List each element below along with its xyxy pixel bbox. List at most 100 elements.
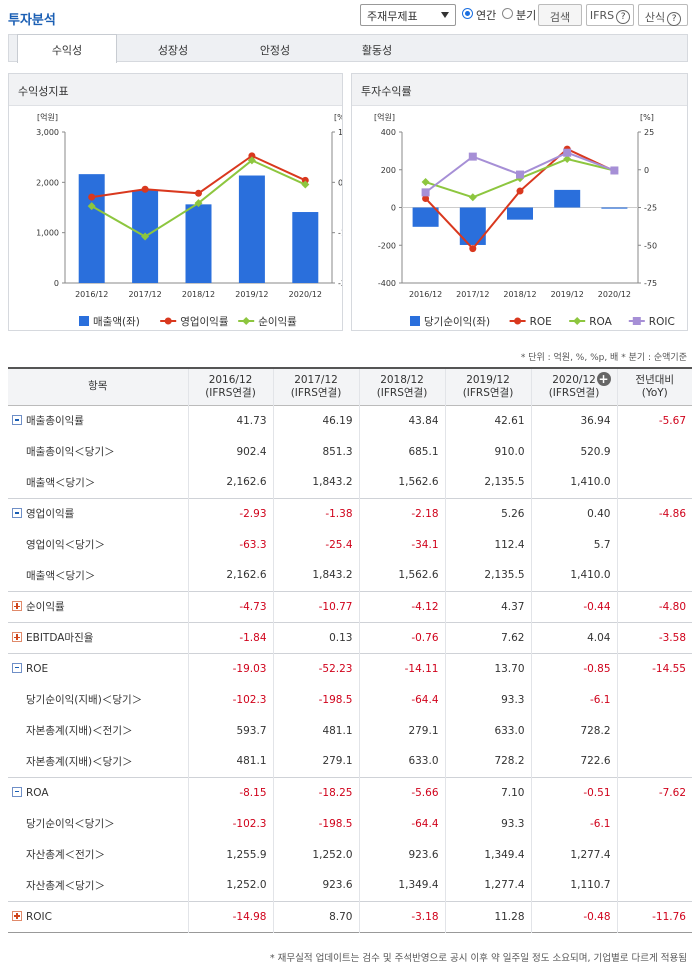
left-tick-label: 200 xyxy=(381,166,396,175)
table-cell: 910.0 xyxy=(444,436,531,467)
search-button[interactable]: 검색 xyxy=(538,4,582,26)
table-cell: 0.13 xyxy=(272,622,359,653)
table-row: 당기순이익(지배)＜당기＞ -102.3 -198.5 -64.4 93.3 -6.1 xyxy=(8,684,692,715)
table-cell: -0.85 xyxy=(530,653,617,684)
row-label: 자본총계(지배)＜당기＞ xyxy=(8,746,188,777)
table-cell: 5.26 xyxy=(444,498,531,529)
tab-growth[interactable]: 성장성 xyxy=(157,44,189,57)
ifrs-label: IFRS xyxy=(589,9,615,22)
radio-annual[interactable] xyxy=(462,8,473,19)
expand-icon[interactable] xyxy=(12,601,22,611)
table-cell: -63.3 xyxy=(187,529,273,560)
line-point xyxy=(516,187,524,195)
tab-stability[interactable]: 안정성 xyxy=(259,44,291,57)
legend-label: ROIC xyxy=(649,316,675,328)
table-cell: 2,135.5 xyxy=(444,467,531,498)
header-sublabel: (IFRS연결) xyxy=(462,386,514,399)
row-label[interactable]: 순이익률 xyxy=(8,591,188,622)
left-axis-unit: [억원] xyxy=(374,112,395,122)
table-cell: 1,349.4 xyxy=(358,870,445,901)
row-label-text: 순이익률 xyxy=(26,601,65,613)
ifrs-button[interactable]: IFRS? xyxy=(586,4,634,26)
left-tick-label: 400 xyxy=(381,128,396,137)
collapse-icon[interactable] xyxy=(12,786,22,797)
header-label: 2016/12 xyxy=(208,373,253,386)
row-label: 매출액＜당기＞ xyxy=(8,560,188,591)
table-cell xyxy=(616,746,692,777)
row-label-text: 당기순이익(지배)＜당기＞ xyxy=(26,694,143,706)
row-label[interactable]: ROA xyxy=(8,777,188,808)
line-point xyxy=(563,155,572,164)
table-cell: 902.4 xyxy=(187,436,273,467)
row-label[interactable]: EBITDA마진율 xyxy=(8,622,188,653)
row-label: 매출총이익＜당기＞ xyxy=(8,436,188,467)
profitability-chart: [억원] [%] 3,000 2,000 1,000 0 10 0 -10 -20 2016/12 2… xyxy=(36,112,351,328)
left-tick-label: 2,000 xyxy=(36,178,59,187)
table-cell: 923.6 xyxy=(358,839,445,870)
row-label: 당기순이익＜당기＞ xyxy=(8,808,188,839)
table-cell: -102.3 xyxy=(187,684,273,715)
header-label: 2019/12 xyxy=(466,373,510,386)
table-row: 자산총계＜전기＞ 1,255.9 1,252.0 923.6 1,349.4 1,277.… xyxy=(8,839,692,870)
table-cell: -4.80 xyxy=(616,591,692,622)
header-sublabel: (YoY) xyxy=(641,386,668,399)
table-cell: -5.67 xyxy=(616,405,692,436)
radio-quarter[interactable] xyxy=(502,8,513,19)
row-label[interactable]: 매출총이익률 xyxy=(8,405,188,436)
table-cell: 41.73 xyxy=(187,405,273,436)
table-cell: -14.11 xyxy=(358,653,445,684)
table-cell: 93.3 xyxy=(444,684,531,715)
line-point xyxy=(422,194,430,202)
table-cell: -6.1 xyxy=(530,808,617,839)
header-label: 2017/12 xyxy=(294,373,338,386)
table-cell: 633.0 xyxy=(358,746,445,777)
table-row: EBITDA마진율 -1.84 0.13 -0.76 7.62 4.04 -3.58 xyxy=(8,622,692,653)
tab-profitability[interactable]: 수익성 xyxy=(17,34,117,63)
return-chart-panel: 투자수익률 [억원] [%] 400 200 0 -200 -400 25 0 -25 -50 -75… xyxy=(351,73,688,331)
bar xyxy=(292,212,319,283)
table-cell: 42.61 xyxy=(444,405,531,436)
x-tick-label: 2020/12 xyxy=(598,290,631,299)
table-cell: -4.12 xyxy=(358,591,445,622)
line-point xyxy=(141,232,150,241)
tab-bar: 수익성 성장성 안정성 활동성 xyxy=(8,34,688,63)
plus-circle-icon[interactable]: + xyxy=(596,372,611,386)
x-tick-label: 2017/12 xyxy=(456,290,489,299)
table-cell: -34.1 xyxy=(358,529,445,560)
left-tick-label: 1,000 xyxy=(36,229,59,238)
expand-icon[interactable] xyxy=(12,910,22,921)
row-label[interactable]: ROE xyxy=(8,653,188,684)
table-cell xyxy=(616,467,692,498)
legend-label: 당기순이익(좌) xyxy=(424,316,490,328)
table-cell: 851.3 xyxy=(272,436,359,467)
table-cell: -0.44 xyxy=(530,591,617,622)
formula-button[interactable]: 산식? xyxy=(638,4,688,26)
x-tick-label: 2019/12 xyxy=(235,290,268,299)
table-row: 자본총계(지배)＜당기＞ 481.1 279.1 633.0 728.2 722.6 xyxy=(8,746,692,777)
table-body: 매출총이익률 41.73 46.19 43.84 42.61 36.94 -5.67 매출총이… xyxy=(8,405,692,932)
expand-icon[interactable] xyxy=(12,632,22,642)
row-label[interactable]: ROIC xyxy=(8,901,188,932)
statement-select[interactable]: 주재무제표 xyxy=(360,4,456,26)
row-label[interactable]: 영업이익률 xyxy=(8,498,188,529)
row-label: 매출액＜당기＞ xyxy=(8,467,188,498)
table-cell: 1,277.4 xyxy=(530,839,617,870)
column-header: 2019/12 (IFRS연결) xyxy=(444,368,531,405)
row-label-text: ROIC xyxy=(26,910,52,923)
collapse-icon[interactable] xyxy=(12,415,22,426)
panel-title: 수익성지표 xyxy=(9,74,342,106)
tab-activity[interactable]: 활동성 xyxy=(361,44,393,57)
table-cell: -52.23 xyxy=(272,653,359,684)
table-cell: 43.84 xyxy=(358,405,445,436)
right-tick-label: 0 xyxy=(644,166,649,175)
line-point xyxy=(516,170,524,179)
collapse-icon[interactable] xyxy=(12,662,22,673)
collapse-icon[interactable] xyxy=(12,508,22,519)
table-cell: -6.1 xyxy=(530,684,617,715)
unit-note: * 단위 : 억원, %, %p, 배 * 분기 : 순액기준 xyxy=(520,353,687,363)
line-point xyxy=(468,193,477,202)
line-point xyxy=(242,317,251,325)
radio-annual-label[interactable]: 연간 xyxy=(476,9,497,22)
table-cell: -8.15 xyxy=(187,777,273,808)
radio-quarter-label[interactable]: 분기 xyxy=(516,9,537,22)
